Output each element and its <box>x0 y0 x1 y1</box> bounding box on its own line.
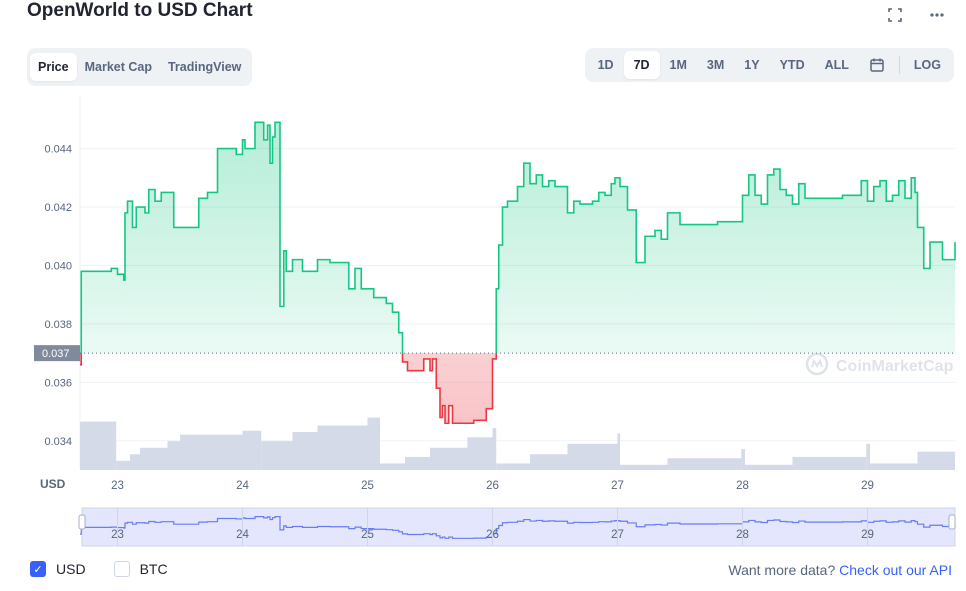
navigator-selected-range <box>81 507 956 547</box>
y-tick-label: 0.038 <box>44 319 72 331</box>
x-tick-label: 29 <box>861 480 874 492</box>
volume-bar <box>317 425 368 470</box>
y-axis-unit-label: USD <box>40 477 66 491</box>
volume-bar <box>367 417 380 470</box>
navigator-tick-label: 26 <box>486 529 499 541</box>
volume-bar <box>745 464 793 470</box>
legend-btc-label: BTC <box>139 561 168 577</box>
header-actions <box>886 6 946 24</box>
navigator-tick-label: 24 <box>236 529 249 541</box>
volume-bar <box>380 463 405 470</box>
y-tick-label: 0.034 <box>44 436 72 448</box>
navigator-tick-label: 27 <box>611 529 624 541</box>
price-area-up <box>80 122 955 354</box>
navigator-tick-label: 28 <box>736 529 749 541</box>
y-tick-label: 0.040 <box>44 260 72 272</box>
y-axis: 0.044 0.042 0.040 0.038 0.036 0.034 USD <box>40 144 72 491</box>
api-promo: Want more data? Check out our API <box>728 562 952 578</box>
watermark: CoinMarketCap <box>805 352 954 376</box>
tab-tradingview[interactable]: TradingView <box>167 60 242 74</box>
x-tick-label: 28 <box>736 480 749 492</box>
more-horizontal-icon[interactable] <box>928 6 946 24</box>
volume-bar <box>405 456 430 470</box>
checkbox-empty-icon[interactable] <box>113 561 130 577</box>
range-all[interactable]: ALL <box>824 58 849 72</box>
volume-bar <box>261 441 293 470</box>
volume-bar <box>140 447 168 470</box>
reference-price-line: 0.037 <box>34 345 955 362</box>
time-range-selector: 1D 7D 1M 3M 1Y YTD ALL LOG <box>584 48 954 82</box>
y-tick-label: 0.036 <box>44 377 72 389</box>
volume-bars <box>80 417 955 470</box>
legend-usd-label: USD <box>56 561 86 577</box>
volume-bar <box>741 449 745 470</box>
reference-price-label: 0.037 <box>42 348 70 360</box>
price-line-up <box>80 121 956 354</box>
x-tick-label: 24 <box>236 480 249 492</box>
api-link[interactable]: Check out our API <box>839 562 952 578</box>
api-prefix: Want more data? <box>728 562 836 578</box>
volume-bar <box>492 428 497 470</box>
navigator-handle[interactable] <box>78 514 86 530</box>
currency-legend: ✓ USD BTC <box>30 561 186 577</box>
volume-bar <box>792 456 867 470</box>
tab-price[interactable]: Price <box>30 53 77 81</box>
volume-bar <box>167 441 180 470</box>
volume-bar <box>870 463 918 470</box>
range-divider <box>898 56 900 74</box>
volume-bar <box>292 432 318 470</box>
legend-btc[interactable]: BTC <box>113 561 168 577</box>
price-line <box>80 121 956 425</box>
range-navigator: 23 24 25 26 27 28 29 <box>78 507 956 547</box>
volume-bar <box>866 443 870 470</box>
navigator-tick-label: 23 <box>111 529 124 541</box>
navigator-tick-label: 29 <box>861 529 874 541</box>
range-7d[interactable]: 7D <box>623 51 660 79</box>
volume-bar <box>116 460 130 470</box>
volume-bar <box>496 463 530 470</box>
volume-bar <box>617 433 620 470</box>
range-1m[interactable]: 1M <box>669 58 687 72</box>
volume-bar <box>467 437 493 470</box>
calendar-icon[interactable] <box>859 51 895 79</box>
volume-bar <box>430 447 468 470</box>
price-area <box>80 122 955 424</box>
range-ytd[interactable]: YTD <box>779 58 805 72</box>
tab-market-cap[interactable]: Market Cap <box>84 60 152 74</box>
chart-type-tabs: Price Market Cap TradingView <box>27 48 253 86</box>
volume-bar <box>130 454 140 470</box>
volume-bar <box>620 464 668 470</box>
volume-bar <box>530 454 568 470</box>
range-1y[interactable]: 1Y <box>744 58 760 72</box>
volume-bar <box>180 434 243 470</box>
checkbox-checked-icon[interactable]: ✓ <box>30 561 46 577</box>
legend-usd[interactable]: ✓ USD <box>30 561 86 577</box>
x-axis: 23 24 25 26 27 28 29 <box>111 480 874 492</box>
volume-bar <box>567 443 618 470</box>
watermark-text: CoinMarketCap <box>836 358 954 375</box>
navigator-handle[interactable] <box>948 514 956 530</box>
range-3m[interactable]: 3M <box>706 58 725 72</box>
navigator-tick-label: 25 <box>361 529 374 541</box>
volume-bar <box>80 421 117 470</box>
x-tick-label: 27 <box>611 480 624 492</box>
reference-price-badge <box>34 345 80 362</box>
x-tick-label: 26 <box>486 480 499 492</box>
log-scale-toggle[interactable]: LOG <box>913 58 941 72</box>
x-tick-label: 25 <box>361 480 374 492</box>
volume-bar <box>667 458 742 470</box>
page-title: OpenWorld to USD Chart <box>27 0 253 21</box>
y-tick-label: 0.042 <box>44 202 72 214</box>
volume-bar <box>917 451 955 470</box>
volume-bar <box>242 430 262 470</box>
x-tick-label: 23 <box>111 480 124 492</box>
y-tick-label: 0.044 <box>44 144 72 156</box>
expand-icon[interactable] <box>886 6 904 24</box>
range-1d[interactable]: 1D <box>597 58 614 72</box>
